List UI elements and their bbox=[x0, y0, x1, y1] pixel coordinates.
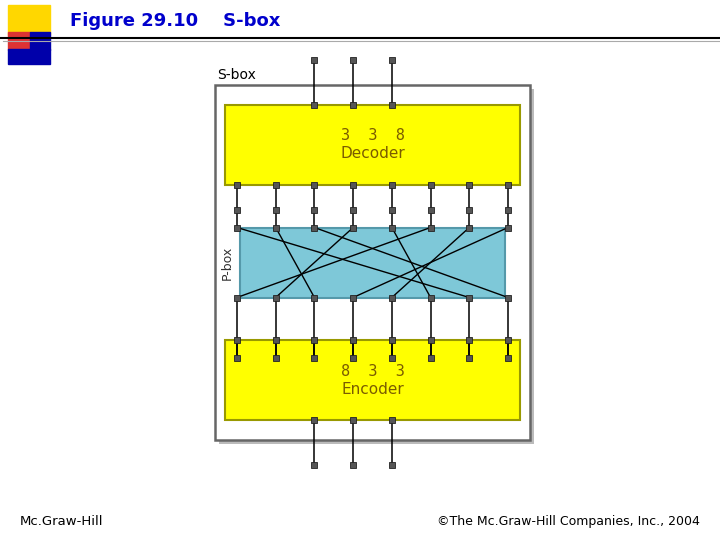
Text: Mc.Graw-Hill: Mc.Graw-Hill bbox=[20, 515, 104, 528]
Bar bbox=[350, 206, 356, 213]
Bar bbox=[350, 225, 356, 231]
Bar bbox=[389, 225, 395, 231]
Bar bbox=[312, 206, 318, 213]
Bar bbox=[215, 85, 530, 440]
Bar bbox=[467, 337, 472, 343]
Bar bbox=[312, 57, 318, 63]
Bar bbox=[505, 294, 511, 300]
Bar bbox=[389, 57, 395, 63]
Text: Encoder: Encoder bbox=[341, 381, 404, 396]
Bar bbox=[467, 206, 472, 213]
Bar bbox=[428, 294, 433, 300]
Bar bbox=[428, 206, 433, 213]
Bar bbox=[467, 182, 472, 188]
Bar bbox=[505, 206, 511, 213]
Text: Figure 29.10    S-box: Figure 29.10 S-box bbox=[70, 12, 280, 30]
Bar bbox=[312, 337, 318, 343]
Bar bbox=[350, 182, 356, 188]
Bar bbox=[234, 294, 240, 300]
Bar bbox=[273, 225, 279, 231]
Bar bbox=[350, 337, 356, 343]
Bar bbox=[428, 182, 433, 188]
Text: ©The Mc.Graw-Hill Companies, Inc., 2004: ©The Mc.Graw-Hill Companies, Inc., 2004 bbox=[437, 515, 700, 528]
Text: Decoder: Decoder bbox=[340, 146, 405, 161]
Bar bbox=[234, 225, 240, 231]
Bar bbox=[8, 32, 30, 50]
Bar bbox=[273, 206, 279, 213]
Bar bbox=[219, 89, 534, 444]
Bar bbox=[389, 462, 395, 468]
Bar bbox=[389, 294, 395, 300]
Bar bbox=[30, 32, 50, 50]
Bar bbox=[350, 57, 356, 63]
Bar bbox=[312, 355, 318, 361]
Bar bbox=[505, 355, 511, 361]
Text: 3  3  8: 3 3 8 bbox=[341, 129, 405, 144]
Bar bbox=[389, 206, 395, 213]
Bar bbox=[312, 225, 318, 231]
Bar bbox=[428, 337, 433, 343]
Bar bbox=[467, 225, 472, 231]
Bar bbox=[225, 105, 520, 185]
Bar bbox=[350, 355, 356, 361]
Bar bbox=[273, 337, 279, 343]
Bar bbox=[350, 102, 356, 108]
Bar bbox=[312, 102, 318, 108]
Bar bbox=[467, 355, 472, 361]
Bar bbox=[389, 337, 395, 343]
Bar bbox=[312, 182, 318, 188]
Bar bbox=[350, 294, 356, 300]
Bar bbox=[8, 49, 50, 64]
Bar bbox=[273, 355, 279, 361]
Bar bbox=[273, 294, 279, 300]
Bar bbox=[234, 337, 240, 343]
Bar bbox=[225, 340, 520, 420]
Bar bbox=[234, 355, 240, 361]
Bar bbox=[240, 227, 505, 298]
Text: P-box: P-box bbox=[220, 245, 233, 280]
Bar bbox=[389, 182, 395, 188]
Bar bbox=[428, 355, 433, 361]
Bar bbox=[389, 102, 395, 108]
Bar bbox=[350, 417, 356, 423]
Bar bbox=[312, 462, 318, 468]
Bar bbox=[389, 355, 395, 361]
Bar bbox=[505, 182, 511, 188]
Bar bbox=[312, 294, 318, 300]
Text: 8  3  3: 8 3 3 bbox=[341, 363, 405, 379]
Bar bbox=[389, 417, 395, 423]
Bar bbox=[505, 337, 511, 343]
Bar bbox=[273, 182, 279, 188]
Bar bbox=[350, 462, 356, 468]
Text: S-box: S-box bbox=[217, 68, 256, 82]
Bar bbox=[234, 206, 240, 213]
Bar bbox=[312, 417, 318, 423]
Bar bbox=[234, 182, 240, 188]
Bar bbox=[428, 225, 433, 231]
Bar bbox=[467, 294, 472, 300]
Bar bbox=[8, 5, 50, 35]
Bar bbox=[505, 225, 511, 231]
